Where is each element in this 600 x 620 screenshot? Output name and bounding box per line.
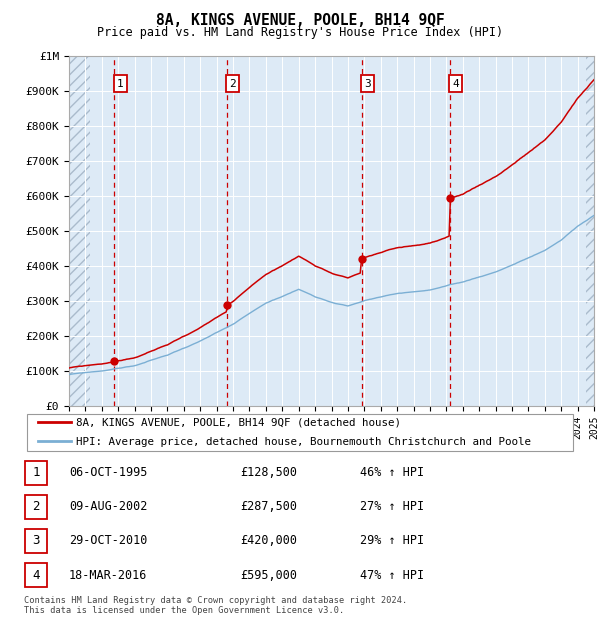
FancyBboxPatch shape (25, 461, 47, 485)
Text: 8A, KINGS AVENUE, POOLE, BH14 9QF: 8A, KINGS AVENUE, POOLE, BH14 9QF (155, 13, 445, 28)
Text: Contains HM Land Registry data © Crown copyright and database right 2024.
This d: Contains HM Land Registry data © Crown c… (24, 596, 407, 615)
Text: 4: 4 (32, 569, 40, 582)
Text: 29% ↑ HPI: 29% ↑ HPI (360, 534, 424, 547)
Text: Price paid vs. HM Land Registry's House Price Index (HPI): Price paid vs. HM Land Registry's House … (97, 26, 503, 39)
FancyBboxPatch shape (25, 495, 47, 519)
Text: 47% ↑ HPI: 47% ↑ HPI (360, 569, 424, 582)
Text: 1: 1 (117, 79, 124, 89)
Text: HPI: Average price, detached house, Bournemouth Christchurch and Poole: HPI: Average price, detached house, Bour… (76, 436, 532, 447)
Text: £287,500: £287,500 (240, 500, 297, 513)
Text: 1: 1 (32, 466, 40, 479)
Text: 27% ↑ HPI: 27% ↑ HPI (360, 500, 424, 513)
FancyBboxPatch shape (25, 529, 47, 553)
Text: 09-AUG-2002: 09-AUG-2002 (69, 500, 148, 513)
Text: £128,500: £128,500 (240, 466, 297, 479)
FancyBboxPatch shape (25, 563, 47, 587)
Text: 06-OCT-1995: 06-OCT-1995 (69, 466, 148, 479)
Text: 3: 3 (32, 534, 40, 547)
Bar (69, 56, 91, 406)
Text: 2: 2 (229, 79, 236, 89)
Text: 3: 3 (364, 79, 371, 89)
Text: 29-OCT-2010: 29-OCT-2010 (69, 534, 148, 547)
Text: 46% ↑ HPI: 46% ↑ HPI (360, 466, 424, 479)
Text: 2: 2 (32, 500, 40, 513)
Text: £595,000: £595,000 (240, 569, 297, 582)
Text: £420,000: £420,000 (240, 534, 297, 547)
Bar (586, 56, 594, 406)
Text: 4: 4 (452, 79, 459, 89)
FancyBboxPatch shape (27, 414, 573, 451)
Text: 18-MAR-2016: 18-MAR-2016 (69, 569, 148, 582)
Text: 8A, KINGS AVENUE, POOLE, BH14 9QF (detached house): 8A, KINGS AVENUE, POOLE, BH14 9QF (detac… (76, 418, 401, 428)
